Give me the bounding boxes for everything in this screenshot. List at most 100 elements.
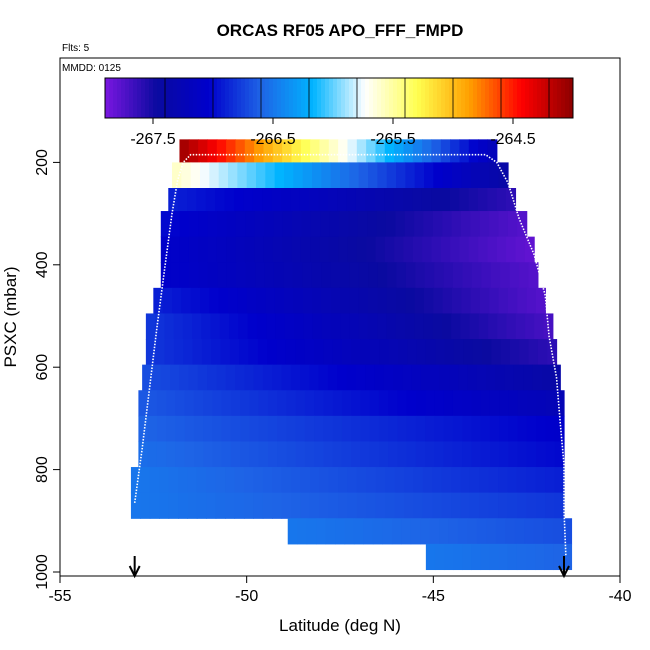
heatmap-cell [321,162,332,189]
heatmap-cell [178,467,189,494]
heatmap-cell [149,492,160,519]
heatmap-cell [304,415,315,443]
heatmap-cell [314,415,325,443]
heatmap-cell [415,390,426,417]
heatmap-cell [162,287,173,315]
colorbar-swatch [141,78,146,118]
colorbar-swatch [237,78,242,118]
heatmap-cell [140,467,151,494]
heatmap-cell [189,262,200,289]
heatmap-cell [506,313,517,340]
heatmap-cell [403,467,414,494]
colorbar-swatch [413,78,418,118]
heatmap-cell [526,467,537,494]
heatmap-cell [160,236,171,263]
heatmap-cell [374,188,385,215]
heatmap-cell [401,518,412,545]
colorbar-swatch [269,78,274,118]
heatmap-cell [211,339,222,366]
heatmap-cell [450,139,461,166]
colorbar-swatch [385,78,390,118]
heatmap-cell [234,467,245,494]
heatmap-cell [338,236,349,263]
heatmap-cell [319,492,330,519]
heatmap-cell [423,313,434,340]
heatmap-cell [323,339,334,366]
heatmap-cell [263,211,274,238]
heatmap-cell [160,364,171,391]
heatmap-cell [253,492,264,519]
heatmap-cell [168,188,179,215]
heatmap-cell [406,415,417,443]
heatmap-cell [265,287,276,315]
heatmap-cell [480,415,491,443]
heatmap-cell [173,313,184,340]
heatmap-cell [184,415,195,443]
heatmap-cell [341,339,352,366]
x-axis: -55 -50 -45 -40 [48,576,632,605]
heatmap-cell [396,287,406,315]
heatmap-cell [347,492,358,519]
heatmap-cell [358,287,369,315]
heatmap-cell [216,236,227,263]
heatmap-cell [316,518,327,545]
heatmap-cell [434,415,445,443]
heatmap-cell [404,211,415,238]
heatmap-cell [368,162,378,189]
x-tick-label: -40 [608,588,631,605]
colorbar-swatch [229,78,234,118]
heatmap-cell [459,139,470,166]
heatmap-cell [440,188,451,215]
heatmap-cell [397,415,408,443]
colorbar-swatch [317,78,322,118]
heatmap-cell [363,518,374,545]
heatmap-cell [284,287,294,315]
heatmap-cell [431,188,441,215]
heatmap-cell [453,543,463,571]
colorbar-swatch [133,78,138,118]
heatmap-cell [411,364,422,391]
heatmap-cell [328,467,339,494]
colorbar-swatch [197,78,202,118]
heatmap-cell [360,441,371,468]
heatmap-cell [235,364,245,391]
heatmap-cell [402,188,413,215]
heatmap-cell [196,467,207,494]
heatmap-cell [172,162,182,189]
heatmap-cell [280,188,291,215]
colorbar-swatch [277,78,282,118]
heatmap-cell [328,139,339,166]
heatmap-cell [283,262,294,289]
heatmap-cell [388,441,399,468]
heatmap-cell [263,236,274,263]
heatmap-cell [284,313,295,340]
colorbar-swatch [345,78,350,118]
heatmap-cell [312,162,322,189]
heatmap-cell [523,364,533,391]
heatmap-cell [402,364,413,391]
heatmap-cell [277,390,288,417]
heatmap-cell [248,339,259,366]
heatmap-cell [198,236,209,263]
heatmap-cell [528,262,539,289]
heatmap-cell [267,441,278,468]
heatmap-cell [140,492,151,519]
heatmap-cell [476,364,487,391]
heatmap-cell [229,339,240,366]
heatmap-cell [238,313,249,340]
colorbar-swatch [473,78,478,118]
heatmap-cells [130,139,573,571]
heatmap-cell [536,441,547,468]
heatmap-cell [258,390,269,417]
colorbar-tick-label: -264.5 [490,131,535,148]
heatmap-cell [309,364,320,391]
heatmap-cell [290,188,301,215]
heatmap-cell [184,390,195,417]
heatmap-cell [379,339,390,366]
heatmap-cell [329,211,340,238]
heatmap-cell [506,236,517,263]
heatmap-cell [519,262,530,289]
heatmap-cell [543,518,554,545]
heatmap-cell [166,415,177,443]
